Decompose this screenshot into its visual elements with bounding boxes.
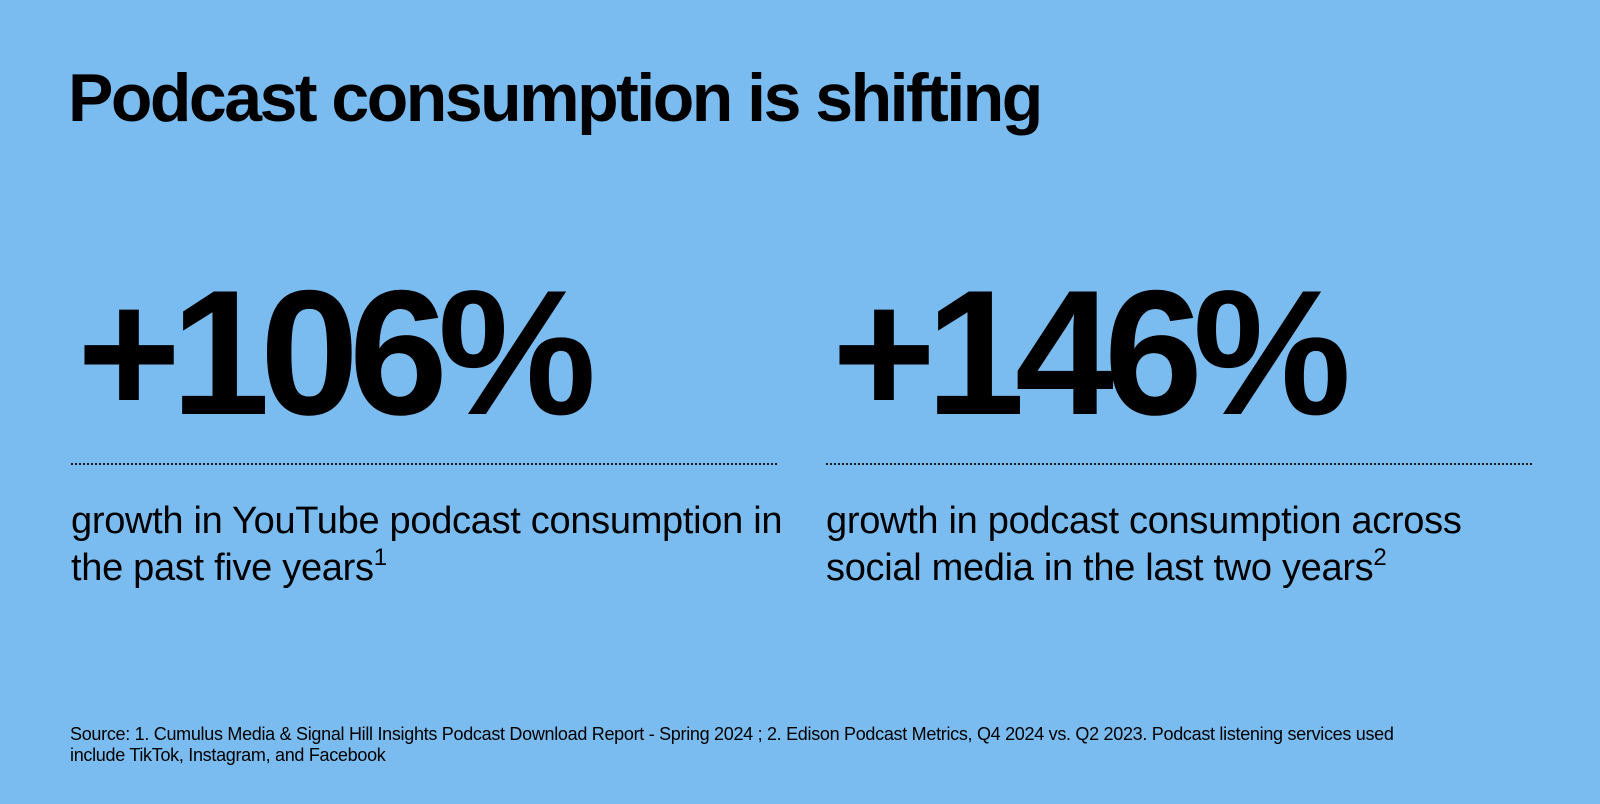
- stat-value: +146%: [832, 253, 1351, 452]
- slide-title: Podcast consumption is shifting: [68, 60, 1043, 136]
- footnote-marker: 1: [373, 544, 387, 571]
- stat-card-youtube: +106% growth in YouTube podcast consumpt…: [71, 253, 783, 589]
- dotted-divider: [826, 463, 1532, 465]
- source-footnote: Source: 1. Cumulus Media & Signal Hill I…: [70, 724, 1394, 765]
- stat-description-text: growth in podcast consumption across soc…: [826, 500, 1462, 589]
- stat-description-text: growth in YouTube podcast consumption in…: [71, 500, 783, 589]
- dotted-divider: [71, 463, 777, 465]
- stat-card-social-media: +146% growth in podcast consumption acro…: [826, 253, 1534, 589]
- stat-value: +106%: [77, 253, 596, 452]
- stat-description: growth in podcast consumption across soc…: [826, 498, 1546, 592]
- footnote-marker: 2: [1373, 544, 1387, 571]
- stat-description: growth in YouTube podcast consumption in…: [71, 498, 791, 592]
